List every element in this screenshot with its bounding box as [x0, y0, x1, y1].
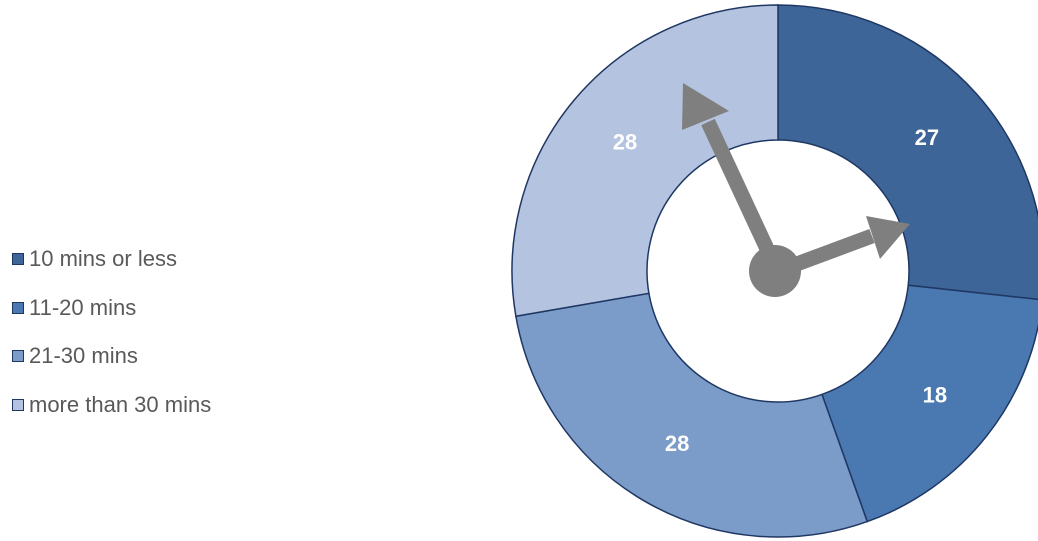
slice-label: 28	[665, 431, 689, 456]
minute-hand-arrowhead	[866, 216, 910, 259]
chart-legend: 10 mins or less 11-20 mins 21-30 mins mo…	[12, 235, 211, 429]
legend-label: 11-20 mins	[29, 294, 137, 320]
legend-swatch	[12, 253, 24, 266]
legend-label: 21-30 mins	[29, 343, 138, 369]
legend-swatch	[12, 301, 24, 314]
slice-2	[820, 284, 1038, 523]
slice-4	[511, 4, 779, 318]
slice-label: 18	[923, 383, 947, 408]
legend-label: more than 30 mins	[29, 391, 212, 417]
legend-item: 10 mins or less	[12, 235, 211, 284]
slice-labels: 27 18 28 28	[613, 125, 947, 456]
chart-slices	[511, 4, 1038, 538]
slice-1	[777, 4, 1038, 301]
legend-item: 21-30 mins	[12, 332, 211, 381]
clock-center-hub	[749, 245, 801, 297]
clock-hands-icon	[682, 83, 910, 297]
legend-item: 11-20 mins	[12, 284, 211, 333]
slice-3	[515, 292, 869, 538]
hour-hand-arrowhead	[682, 83, 729, 130]
legend-label: 10 mins or less	[29, 246, 177, 272]
legend-swatch	[12, 350, 24, 363]
slice-label: 27	[915, 125, 939, 150]
legend-item: more than 30 mins	[12, 381, 211, 430]
legend-swatch	[12, 398, 24, 411]
hour-hand	[701, 118, 782, 270]
slice-label: 28	[613, 130, 637, 155]
